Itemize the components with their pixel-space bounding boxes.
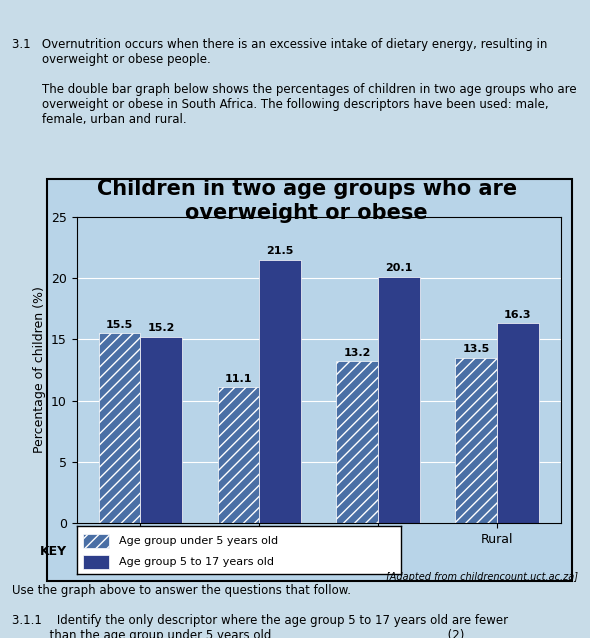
Text: KEY: KEY <box>40 545 67 558</box>
Bar <box>218 387 259 523</box>
Text: 3.1   Overnutrition occurs when there is an excessive intake of dietary energy, : 3.1 Overnutrition occurs when there is a… <box>12 38 576 126</box>
FancyBboxPatch shape <box>83 533 109 548</box>
Text: 16.3: 16.3 <box>504 310 532 320</box>
Text: 15.5: 15.5 <box>106 320 133 330</box>
Text: [Adapted from childrencount.uct.ac.za]: [Adapted from childrencount.uct.ac.za] <box>386 572 578 582</box>
Bar <box>99 333 140 523</box>
Text: 20.1: 20.1 <box>385 263 412 273</box>
Text: 15.2: 15.2 <box>148 323 175 333</box>
Text: Age group under 5 years old: Age group under 5 years old <box>119 536 278 545</box>
Text: 11.1: 11.1 <box>225 373 252 383</box>
Text: 13.2: 13.2 <box>343 348 371 358</box>
Bar <box>259 260 301 523</box>
Bar <box>455 358 497 523</box>
Text: 13.5: 13.5 <box>463 344 490 354</box>
Y-axis label: Percentage of children (%): Percentage of children (%) <box>32 286 45 454</box>
Text: Use the graph above to answer the questions that follow.

3.1.1    Identify the : Use the graph above to answer the questi… <box>12 584 508 638</box>
Text: 21.5: 21.5 <box>266 246 294 256</box>
X-axis label: Descriptors: Descriptors <box>278 551 359 565</box>
Text: Children in two age groups who are
overweight or obese: Children in two age groups who are overw… <box>97 179 517 223</box>
FancyBboxPatch shape <box>83 555 109 569</box>
Bar <box>497 323 539 523</box>
Text: Age group 5 to 17 years old: Age group 5 to 17 years old <box>119 557 274 567</box>
Bar <box>140 337 182 523</box>
Bar <box>378 277 419 523</box>
Bar <box>336 362 378 523</box>
